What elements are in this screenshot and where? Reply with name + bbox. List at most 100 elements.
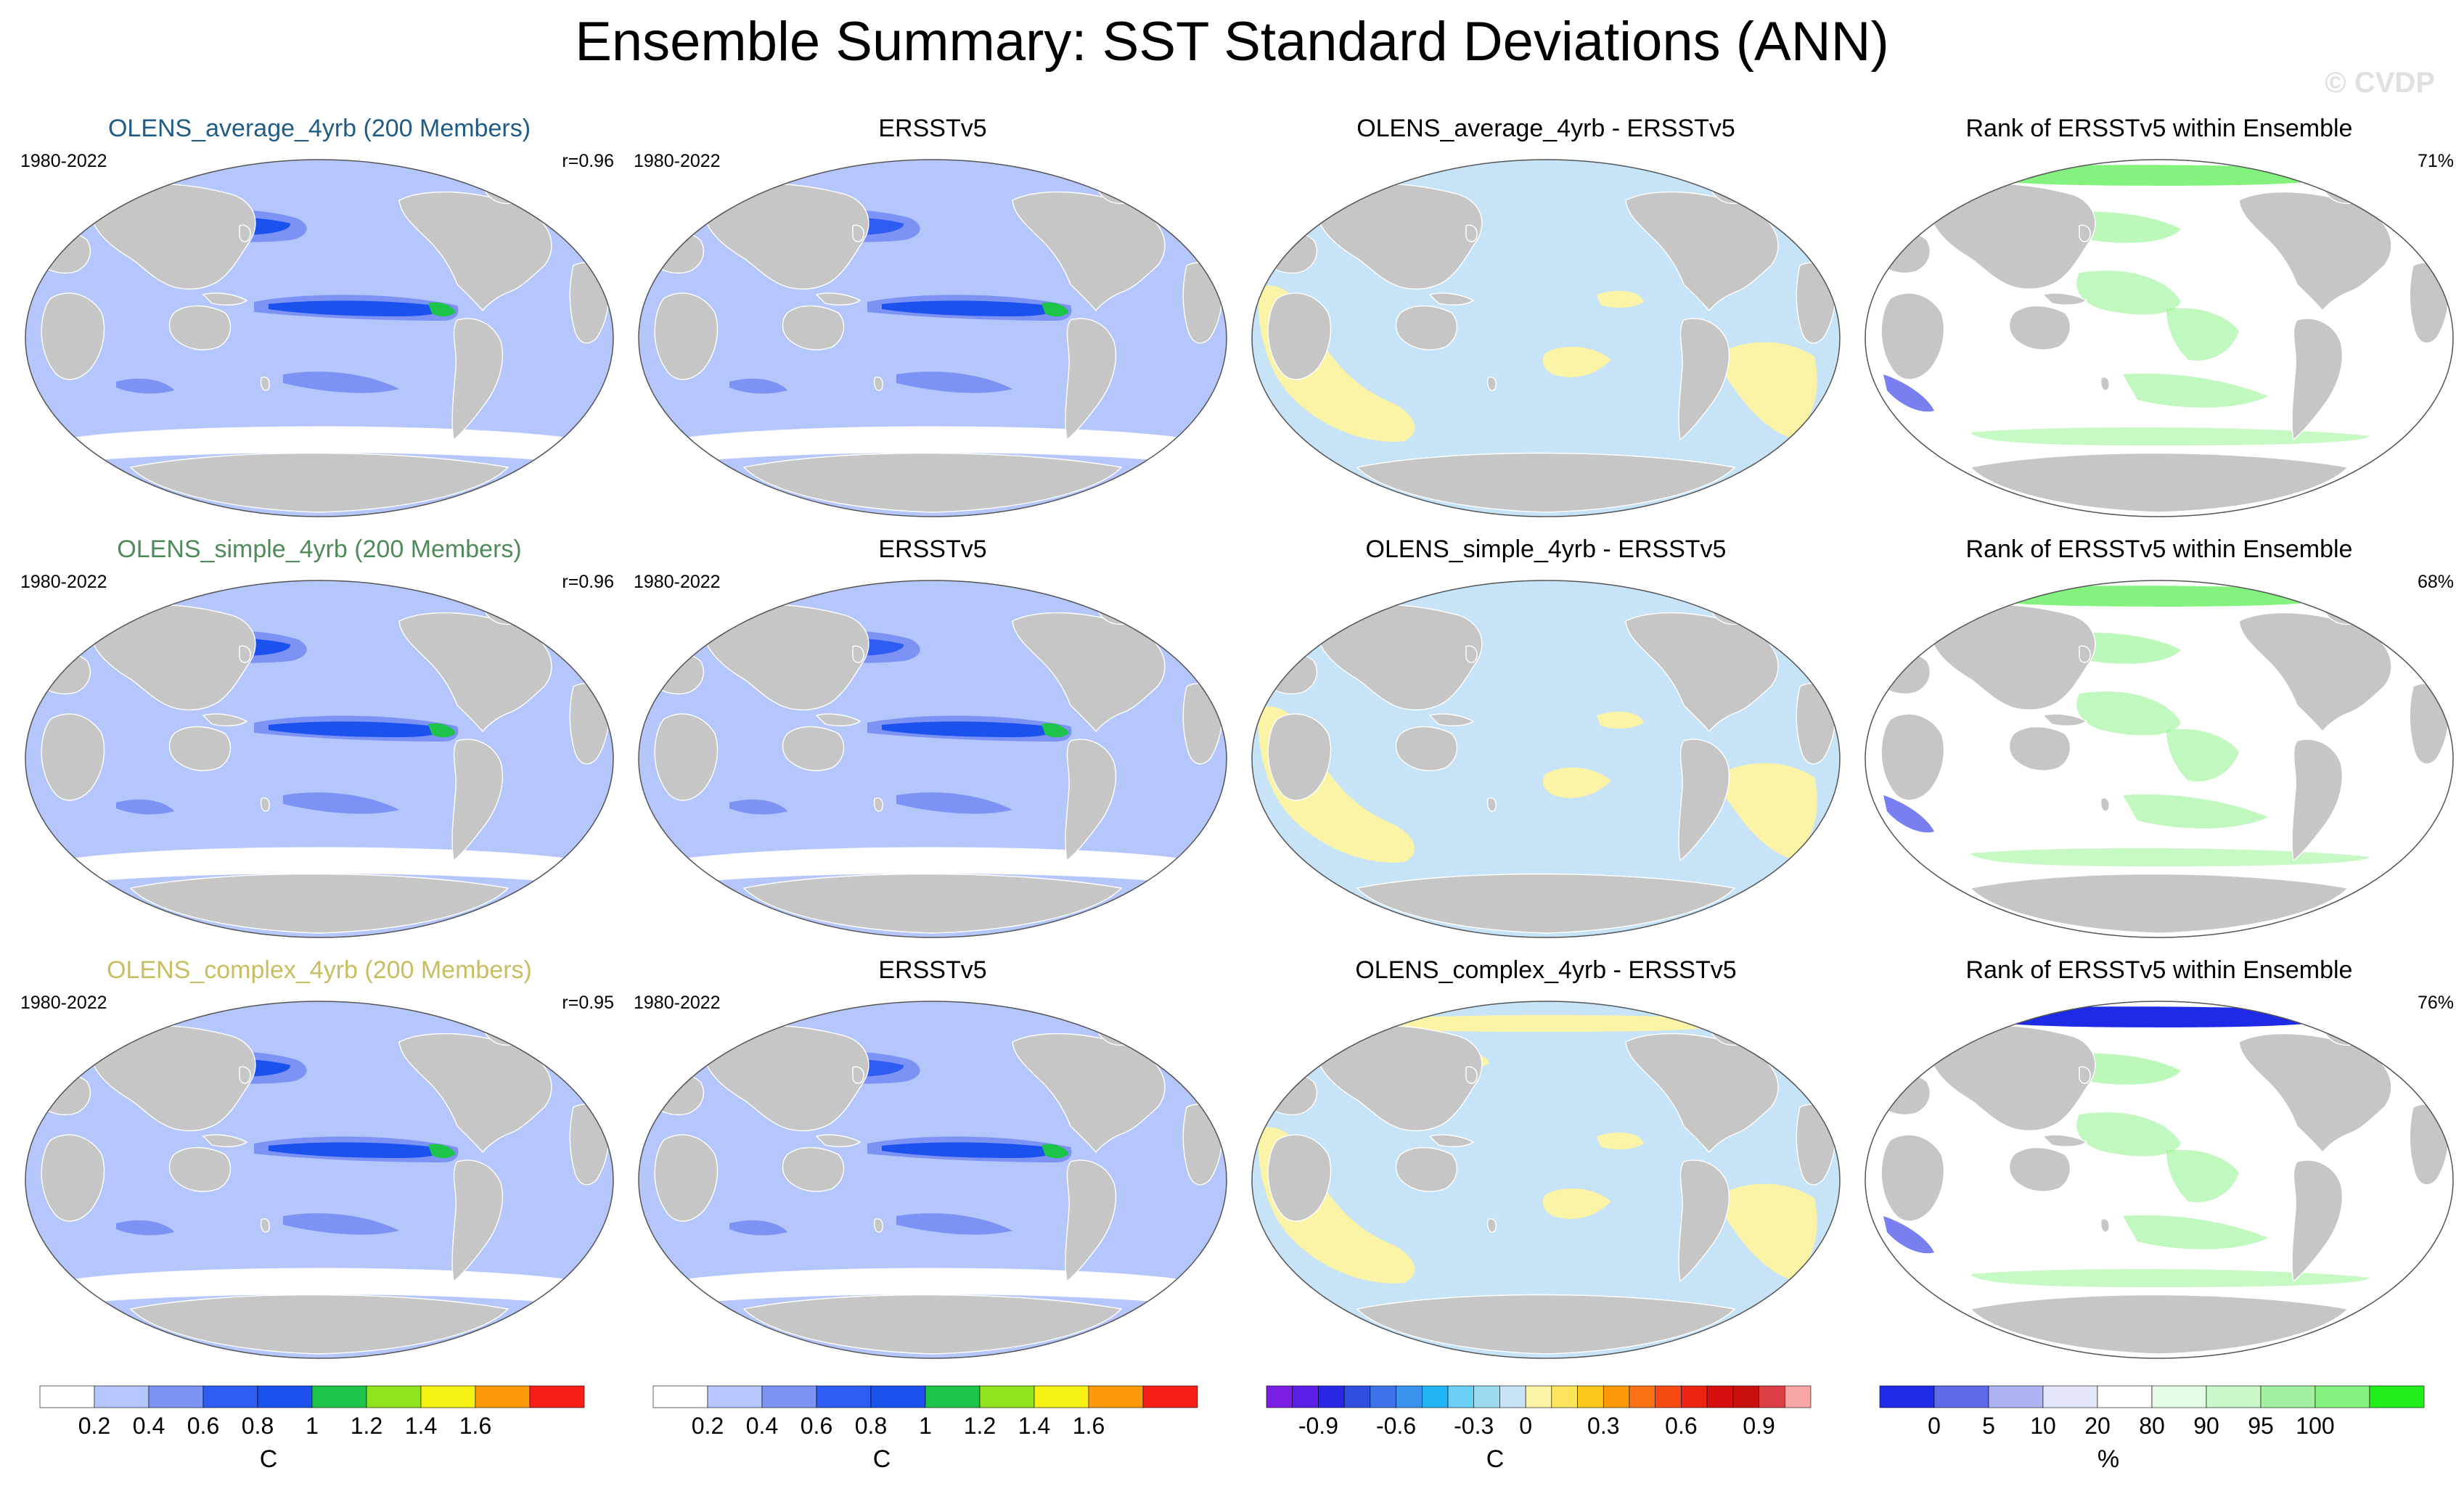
land-asia (1318, 1025, 1483, 1132)
land-southAmerica (2291, 318, 2344, 441)
map-content (1865, 160, 2453, 517)
colorbar-swatch-3 (202, 1385, 258, 1408)
map-outline (25, 1001, 614, 1359)
colorbar-tick-label: 1 (919, 1413, 932, 1439)
colorbar-swatch-8 (2314, 1385, 2370, 1408)
land-antarctica (742, 1294, 1123, 1355)
equatorial-tongue-peak (1041, 302, 1069, 317)
rank-southern-indian-blue (1883, 1216, 1934, 1254)
south-pacific-wisp (896, 1213, 1012, 1235)
land-nz (260, 797, 270, 812)
panel-title: OLENS_average_4yrb (200 Members) (107, 115, 531, 142)
equatorial-tongue-dark (882, 1142, 1060, 1158)
land-southAmerica (451, 1159, 504, 1283)
world-map-std_obs (638, 580, 1227, 938)
colorbar-swatch-9 (1499, 1385, 1526, 1408)
map-panel: ERSSTv5 1980-2022 (628, 535, 1237, 942)
map-panel: OLENS_complex_4yrb (200 Members) 1980-202… (15, 956, 624, 1363)
south-atlantic-positive (1719, 763, 1817, 859)
colorbar-tick-label: 0.8 (242, 1413, 274, 1439)
rank-southern-indian-blue (1883, 795, 1934, 833)
land-antarctica (742, 873, 1123, 934)
map-container (1248, 578, 1843, 940)
colorbar-swatch-14 (1629, 1385, 1656, 1408)
land-nz (1486, 1218, 1497, 1233)
arctic-patch-peak (722, 180, 742, 188)
panel-title: ERSSTv5 (878, 115, 987, 142)
pattern-correlation-label: r=0.95 (562, 993, 614, 1013)
land-africa (1267, 1134, 1332, 1222)
indian-ocean-wisp (729, 799, 787, 815)
colorbar-swatch-1 (1933, 1385, 1989, 1408)
colorbar-tick-label: 0.6 (1665, 1413, 1697, 1439)
south-pacific-positive (1542, 1188, 1611, 1219)
panel-title: ERSSTv5 (878, 956, 987, 984)
map-container (1248, 998, 1843, 1361)
map-content (1252, 580, 1840, 937)
colorbar-swatch-2 (761, 1385, 817, 1408)
land-antarctica (129, 873, 509, 934)
land-asia (91, 183, 256, 290)
land-japan (239, 1066, 251, 1084)
land-australia (168, 305, 232, 350)
pattern-correlation-label: r=0.96 (562, 151, 614, 171)
south-pacific-wisp (896, 792, 1012, 814)
period-label: 1980-2022 (20, 572, 107, 592)
colorbar-tick-label: 1.2 (964, 1413, 996, 1439)
world-map-rank (1865, 159, 2454, 517)
south-pacific-wisp (283, 792, 399, 814)
rank-southern-ocean (1970, 1269, 2370, 1287)
colorbar-tick-label: 10 (2030, 1413, 2056, 1439)
south-atlantic-positive (1719, 1183, 1817, 1280)
land-indonesia (202, 713, 248, 727)
land-japan (239, 645, 251, 663)
map-panel: OLENS_simple_4yrb (200 Members) 1980-2022… (15, 535, 624, 942)
map-content (25, 580, 613, 937)
colorbar-swatch-1 (707, 1385, 763, 1408)
rank-arctic (1941, 165, 2355, 186)
colorbar-swatch-17 (1706, 1385, 1734, 1408)
equatorial-tongue-peak (428, 302, 456, 317)
colorbar-swatch-7 (1447, 1385, 1475, 1408)
map-panel: Rank of ERSSTv5 within Ensemble 76% (1854, 956, 2464, 1363)
rank-tropical-pacific (2076, 1112, 2181, 1157)
colorbar-tick-label: -0.9 (1298, 1413, 1338, 1439)
land-africa (1880, 713, 1945, 801)
land-nz (873, 797, 883, 812)
colorbar-svg-0: 0.2 0.4 0.6 0.8 1 1.2 1.4 1.6 C (39, 1385, 585, 1473)
rank-south-pacific (2123, 1215, 2268, 1249)
colorbar-model-std: 0.2 0.4 0.6 0.8 1 1.2 1.4 1.6 C (39, 1385, 592, 1473)
colorbar-tick-label: 0.4 (746, 1413, 778, 1439)
land-indonesia (1428, 292, 1475, 306)
land-japan (852, 224, 864, 242)
arctic-patch-peak (109, 601, 128, 609)
arctic-patch-peak (722, 1022, 742, 1030)
colorbar-swatch-3 (2042, 1385, 2098, 1408)
southern-ocean-band (679, 426, 1187, 461)
land-southAmerica (2291, 1159, 2344, 1283)
rank-east-pacific (2166, 728, 2239, 781)
land-australia (168, 726, 232, 771)
panel-title: OLENS_average_4yrb - ERSSTv5 (1356, 115, 1735, 142)
equatorial-tongue-peak (428, 1144, 456, 1159)
land-africa (654, 292, 719, 380)
land-africa (1267, 713, 1332, 801)
rank-percent-label: 68% (2417, 572, 2454, 592)
land-antarctica (1356, 1294, 1736, 1355)
colorbar-tick-label: 1.6 (459, 1413, 491, 1439)
equatorial-tongue-peak (1041, 1144, 1069, 1159)
land-asia (705, 1025, 869, 1132)
land-southAmerica (451, 739, 504, 862)
land-africa (41, 713, 105, 801)
colorbar-swatch-7 (1034, 1385, 1089, 1408)
land-australia (2008, 726, 2071, 771)
land-indonesia (202, 292, 248, 306)
colorbar-tick-label: 0.9 (1743, 1413, 1775, 1439)
colorbar-swatch-13 (1603, 1385, 1630, 1408)
arctic-patch-peak (722, 601, 742, 609)
map-panel: OLENS_average_4yrb (200 Members) 1980-202… (15, 115, 624, 521)
colorbar-tick-label: 0.2 (78, 1413, 110, 1439)
land-nz (260, 377, 270, 391)
colorbar-swatch-5 (311, 1385, 367, 1408)
map-content (639, 160, 1227, 517)
